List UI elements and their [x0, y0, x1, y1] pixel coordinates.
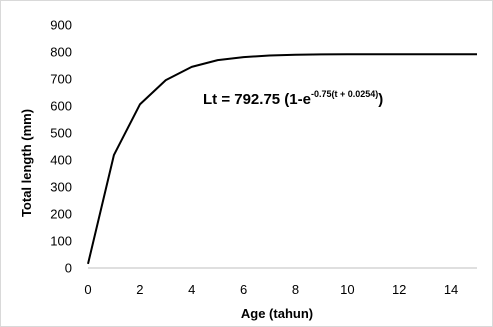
- y-tick-label: 600: [50, 99, 72, 114]
- x-axis-title: Age (tahun): [241, 306, 313, 321]
- y-tick-label: 900: [50, 18, 72, 33]
- x-tick-label: 6: [240, 282, 247, 297]
- series-group: [87, 53, 477, 265]
- equation-suffix: ): [378, 91, 383, 108]
- x-tick-label: 2: [136, 282, 143, 297]
- y-axis-title: Total length (mm): [19, 109, 34, 217]
- x-tick-label: 0: [84, 282, 91, 297]
- y-tick-label: 300: [50, 180, 72, 195]
- x-tick-label: 4: [188, 282, 195, 297]
- equation-annotation: Lt = 792.75 (1-e-0.75(t + 0.0254)): [203, 89, 383, 108]
- y-tick-label: 800: [50, 45, 72, 60]
- x-axis-ticks: 0 2 4 6 8 10 12 14: [84, 282, 458, 297]
- x-tick-label: 12: [392, 282, 406, 297]
- y-tick-label: 200: [50, 207, 72, 222]
- x-tick-label: 8: [292, 282, 299, 297]
- y-tick-label: 500: [50, 126, 72, 141]
- equation-prefix: Lt = 792.75 (1-e: [203, 91, 311, 108]
- x-tick-label: 10: [340, 282, 354, 297]
- series-line: [87, 53, 477, 265]
- y-tick-label: 0: [65, 261, 72, 276]
- x-tick-label: 14: [444, 282, 458, 297]
- y-tick-label: 700: [50, 72, 72, 87]
- equation-exponent: -0.75(t + 0.0254): [311, 89, 378, 99]
- y-axis-ticks: 0 100 200 300 400 500 600 700 800 900: [50, 18, 72, 276]
- y-tick-label: 100: [50, 234, 72, 249]
- y-tick-label: 400: [50, 153, 72, 168]
